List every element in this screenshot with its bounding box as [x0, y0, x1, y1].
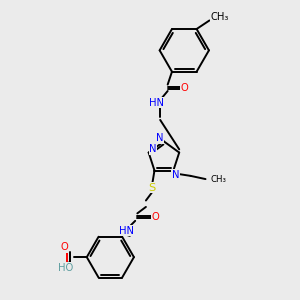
Text: CH₃: CH₃ [211, 12, 230, 22]
Text: O: O [152, 212, 159, 222]
Text: N: N [172, 170, 179, 180]
Text: O: O [181, 83, 189, 93]
Text: CH₃: CH₃ [210, 175, 226, 184]
Text: N: N [149, 144, 157, 154]
Text: N: N [156, 133, 164, 143]
Text: HN: HN [119, 226, 134, 236]
Text: HO: HO [58, 263, 73, 273]
Text: S: S [149, 183, 156, 193]
Text: O: O [60, 242, 68, 253]
Text: HN: HN [149, 98, 164, 108]
